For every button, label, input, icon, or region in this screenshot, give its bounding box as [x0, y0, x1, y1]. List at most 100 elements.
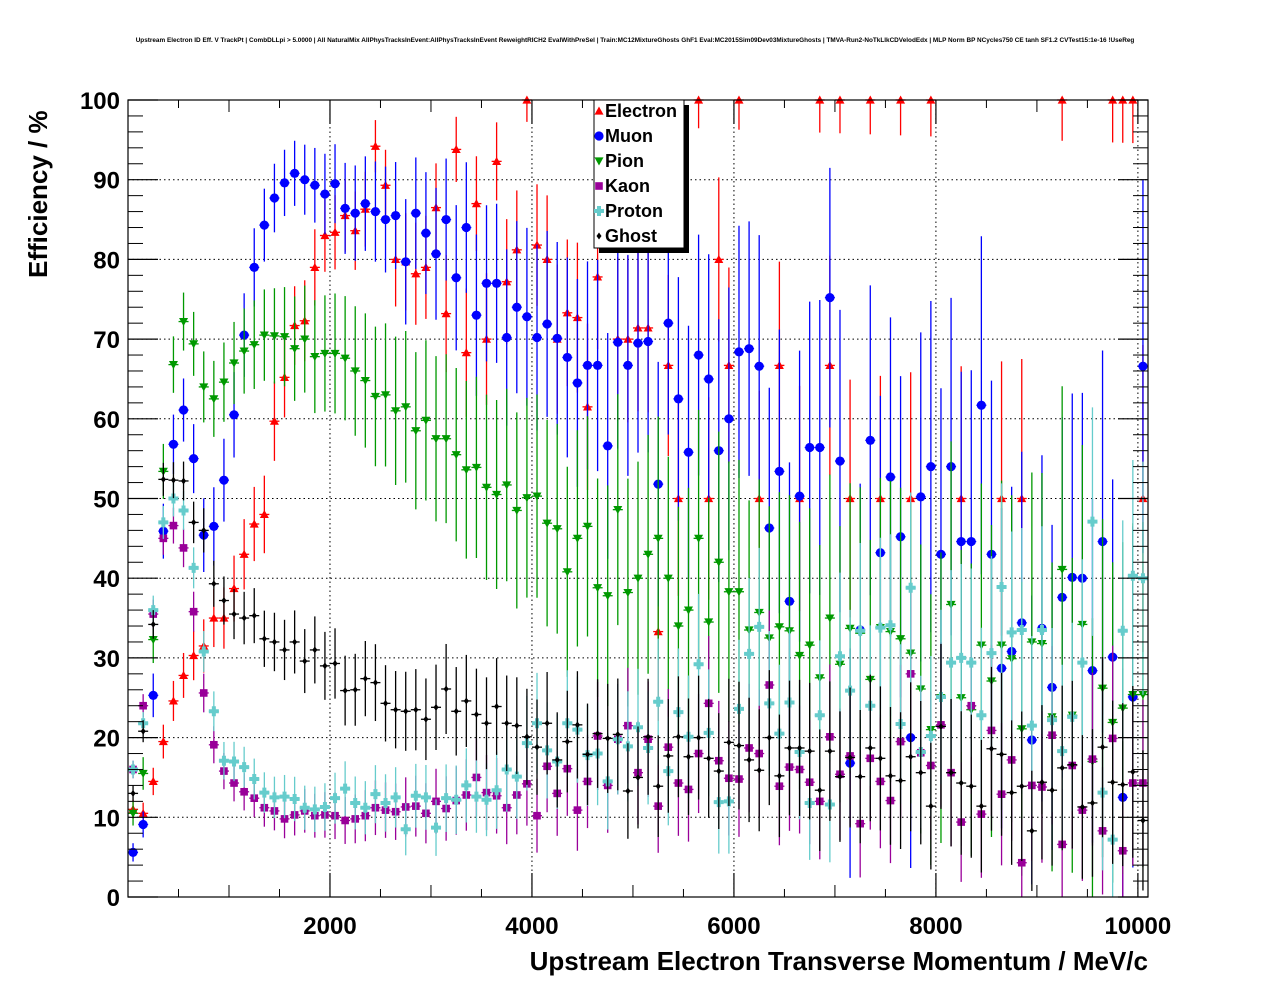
data-point-proton: [885, 620, 896, 631]
data-point-proton: [946, 657, 957, 668]
data-point-ghost: [473, 710, 479, 718]
data-point-proton: [249, 774, 260, 785]
y-axis-title: Efficiency / %: [23, 110, 53, 278]
data-point-ghost: [322, 662, 328, 670]
data-point-ghost: [847, 754, 853, 762]
data-point-proton: [653, 696, 664, 707]
data-point-proton: [1006, 627, 1017, 638]
legend-label: Ghost: [605, 226, 657, 246]
data-point-electron: [320, 230, 330, 240]
data-point-muon: [916, 492, 926, 502]
data-point-muon: [370, 206, 381, 217]
data-point-muon: [734, 347, 744, 357]
data-point-ghost: [191, 518, 197, 526]
data-point-proton: [420, 792, 431, 803]
data-point-proton: [380, 797, 391, 808]
data-point-ghost: [150, 620, 156, 628]
data-point-ghost: [928, 802, 934, 810]
data-point-pion: [168, 361, 178, 370]
data-point-kaon: [199, 689, 208, 697]
data-point-electron: [259, 509, 269, 519]
data-point-proton: [925, 731, 936, 742]
data-point-muon: [805, 442, 815, 453]
data-point-muon: [582, 360, 593, 371]
data-point-electron: [249, 519, 259, 528]
data-point-ghost: [807, 747, 813, 755]
data-point-muon: [603, 441, 613, 451]
data-point-ghost: [988, 745, 994, 753]
data-point-muon: [552, 333, 562, 343]
data-point-electron: [441, 309, 451, 318]
data-point-ghost: [968, 782, 974, 790]
data-point-ghost: [1009, 789, 1015, 797]
data-point-ghost: [595, 730, 601, 738]
data-point-pion: [471, 463, 481, 472]
data-point-pion: [391, 407, 401, 416]
y-tick-label: 90: [93, 168, 120, 195]
data-point-ghost: [898, 777, 904, 785]
x-tick-label: 4000: [505, 913, 558, 940]
data-point-muon: [229, 410, 239, 420]
data-point-kaon: [341, 816, 349, 825]
data-point-muon: [865, 435, 875, 445]
data-point-proton: [198, 646, 209, 657]
legend-item-ghost: Ghost: [596, 226, 657, 246]
data-point-pion: [1057, 565, 1067, 574]
legend-item-electron: Electron: [594, 101, 677, 121]
data-point-muon: [401, 257, 411, 267]
legend-box: [593, 99, 685, 249]
data-point-ghost: [696, 734, 702, 742]
data-point-pion: [805, 641, 815, 650]
data-point-ghost: [645, 733, 651, 741]
data-point-pion: [148, 635, 158, 645]
data-point-muon: [380, 214, 391, 225]
data-point-proton: [1026, 720, 1037, 731]
data-point-ghost: [665, 752, 671, 760]
data-point-electron: [179, 670, 189, 680]
data-point-pion: [774, 623, 784, 632]
data-point-proton: [340, 783, 351, 794]
data-point-ghost: [706, 754, 712, 762]
data-point-kaon: [240, 787, 248, 796]
data-point-pion: [381, 391, 391, 400]
data-point-ghost: [1019, 782, 1025, 790]
data-point-muon: [542, 319, 552, 329]
data-point-pion: [290, 345, 300, 354]
plot-title: Upstream Electron ID Eff. V TrackPt | Co…: [136, 37, 1135, 44]
data-point-proton: [1016, 625, 1027, 636]
data-point-ghost: [817, 786, 823, 794]
data-point-pion: [300, 335, 310, 344]
data-point-ghost: [776, 772, 782, 780]
data-point-kaon: [533, 811, 541, 820]
data-point-proton: [693, 659, 704, 670]
data-point-muon: [178, 405, 189, 415]
y-tick-labels: 0 10 20 30 40 50 60 70 80 90 100: [80, 88, 120, 912]
data-point-ghost: [948, 769, 954, 777]
data-point-pion: [189, 340, 199, 349]
y-tick-label: 10: [93, 805, 120, 832]
data-point-muon: [148, 690, 158, 700]
x-tick-labels: 2000 4000 6000 8000 10000: [303, 913, 1171, 940]
data-point-kaon: [573, 806, 582, 814]
data-point-pion: [653, 534, 663, 543]
data-point-pion: [1138, 690, 1148, 700]
data-point-muon: [502, 332, 512, 343]
data-point-electron: [330, 227, 340, 236]
data-point-proton: [814, 710, 825, 721]
data-point-ghost: [211, 580, 217, 588]
data-point-pion: [613, 506, 623, 515]
data-point-ghost: [130, 789, 136, 797]
data-point-proton: [451, 794, 462, 805]
data-point-electron: [310, 262, 320, 271]
data-point-muon: [350, 208, 360, 218]
data-point-proton: [299, 802, 310, 813]
data-point-ghost: [282, 646, 288, 654]
data-point-electron: [239, 549, 249, 558]
data-point-proton: [289, 793, 300, 804]
data-point-proton: [744, 648, 755, 659]
data-point-ghost: [574, 721, 580, 729]
data-point-pion: [401, 403, 411, 412]
data-point-pion: [734, 588, 744, 597]
data-point-ghost: [362, 675, 368, 683]
data-point-kaon: [139, 701, 147, 710]
